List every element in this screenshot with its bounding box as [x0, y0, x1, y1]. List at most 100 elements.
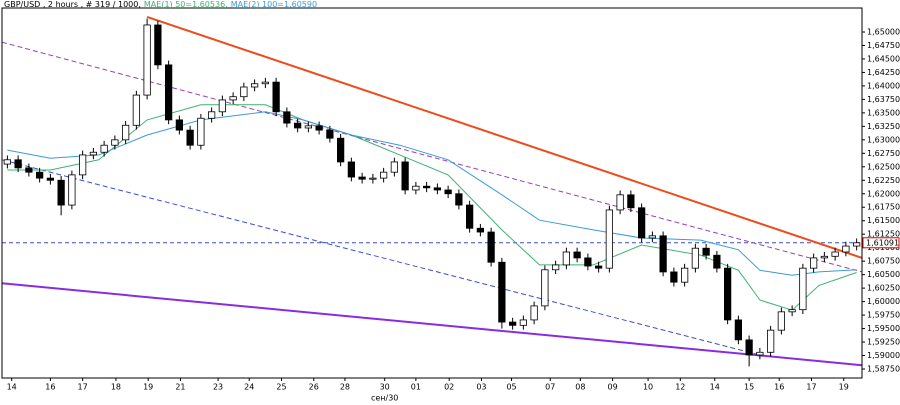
candle-body: [186, 129, 194, 146]
candle-body: [498, 261, 506, 323]
moving-average: [7, 104, 857, 311]
candle-body: [530, 305, 538, 321]
trend-line: [2, 282, 862, 367]
x-tick-label: 14: [7, 383, 17, 392]
candle-body: [691, 247, 700, 269]
x-tick-label: 18: [111, 383, 121, 392]
candle-body: [541, 269, 549, 307]
x-tick-label: 25: [276, 383, 286, 392]
candle-body: [745, 339, 753, 356]
x-tick-label: 15: [744, 383, 754, 392]
x-tick-label: 03: [476, 383, 486, 392]
candle-body: [767, 329, 775, 353]
candle-body: [3, 159, 11, 165]
candle-body: [853, 242, 861, 247]
y-tick-label: 1,61250: [867, 230, 900, 239]
candle-body: [465, 204, 474, 229]
candle-body: [831, 251, 839, 257]
price-label-box: [862, 237, 900, 249]
candle-body: [347, 161, 355, 178]
candle-body: [412, 185, 420, 191]
y-tick-label: 1,64000: [867, 81, 900, 90]
candle-body: [777, 311, 786, 331]
candle-body: [369, 177, 377, 180]
candle-body: [304, 125, 312, 129]
candle-body: [616, 194, 624, 211]
candle-body: [14, 159, 22, 169]
x-tick-label: 12: [675, 383, 685, 392]
candle-body: [562, 251, 571, 266]
candle-body: [487, 231, 495, 263]
x-tick-label: 02: [444, 383, 454, 392]
x-tick-label: 19: [143, 383, 153, 392]
x-tick-label: 05: [506, 383, 516, 392]
chart-header: GBP/USD , 2 hours , # 319 / 1000, MAE(1) …: [4, 0, 317, 9]
legend-entry: MAE(2) 100=1,60590: [231, 0, 317, 9]
y-tick-label: 1,65000: [867, 27, 900, 36]
candle-body: [250, 83, 259, 88]
candle-body: [702, 247, 710, 256]
y-tick-label: 1,63250: [867, 122, 900, 131]
y-tick-label: 1,64500: [867, 54, 900, 63]
candle-body: [240, 86, 248, 98]
candle-body: [638, 207, 646, 239]
candle-body: [820, 255, 829, 259]
plot-frame: [1, 7, 863, 379]
x-tick-label: 14: [710, 383, 720, 392]
candle-body: [422, 185, 431, 189]
candle-body: [659, 235, 667, 273]
y-tick-label: 1,63750: [867, 95, 900, 104]
candle-body: [444, 189, 452, 195]
y-tick-label: 1,62750: [867, 149, 900, 158]
candle-body: [218, 99, 226, 113]
candle-body: [132, 94, 140, 126]
y-tick-label: 1,59750: [867, 311, 900, 320]
candle-body: [595, 265, 603, 269]
y-tick-label: 1,62500: [867, 162, 900, 171]
candle-body: [100, 144, 108, 153]
x-tick-label: 24: [244, 383, 254, 392]
candle-body: [36, 171, 44, 179]
candle-body: [670, 271, 678, 283]
price-label: 1,61091: [866, 238, 899, 247]
candle-body: [734, 319, 743, 341]
candle-body: [68, 174, 76, 206]
candle-body: [207, 111, 216, 119]
candle-body: [229, 96, 237, 101]
candle-body: [197, 117, 205, 146]
trend-line: [2, 159, 761, 356]
header-title: GBP/USD , 2 hours , # 319 / 1000,: [4, 0, 141, 9]
candle-body: [358, 176, 366, 180]
candle-body: [573, 251, 581, 259]
candle-body: [681, 267, 689, 283]
candle-body: [552, 264, 560, 271]
candle-body: [272, 81, 280, 113]
candle-body: [508, 321, 517, 326]
x-tick-label: 09: [608, 383, 618, 392]
candle-body: [379, 171, 388, 179]
x-tick-label: 08: [575, 383, 585, 392]
y-tick-label: 1,63500: [867, 108, 900, 117]
candle-body: [122, 124, 130, 141]
candle-body: [455, 193, 463, 206]
candle-body: [648, 235, 657, 239]
trend-line: [146, 15, 862, 259]
candle-body: [627, 194, 635, 209]
x-tick-label: 26: [309, 383, 319, 392]
plot-area: [2, 15, 862, 367]
y-tick-label: 1,59250: [867, 338, 900, 347]
x-tick-label: 23: [213, 383, 223, 392]
candle-body: [111, 139, 119, 146]
legend-entry: MAE(1) 50=1,60536,: [144, 0, 228, 9]
y-tick-label: 1,63000: [867, 135, 900, 144]
candle-body: [326, 129, 334, 139]
candle-body: [476, 227, 484, 233]
candle-body: [788, 309, 796, 313]
x-tick-label: 21: [175, 383, 185, 392]
candle-body: [401, 161, 409, 191]
candle-body: [842, 245, 850, 253]
x-tick-label: 30: [380, 383, 390, 392]
y-tick-label: 1,60500: [867, 270, 900, 279]
